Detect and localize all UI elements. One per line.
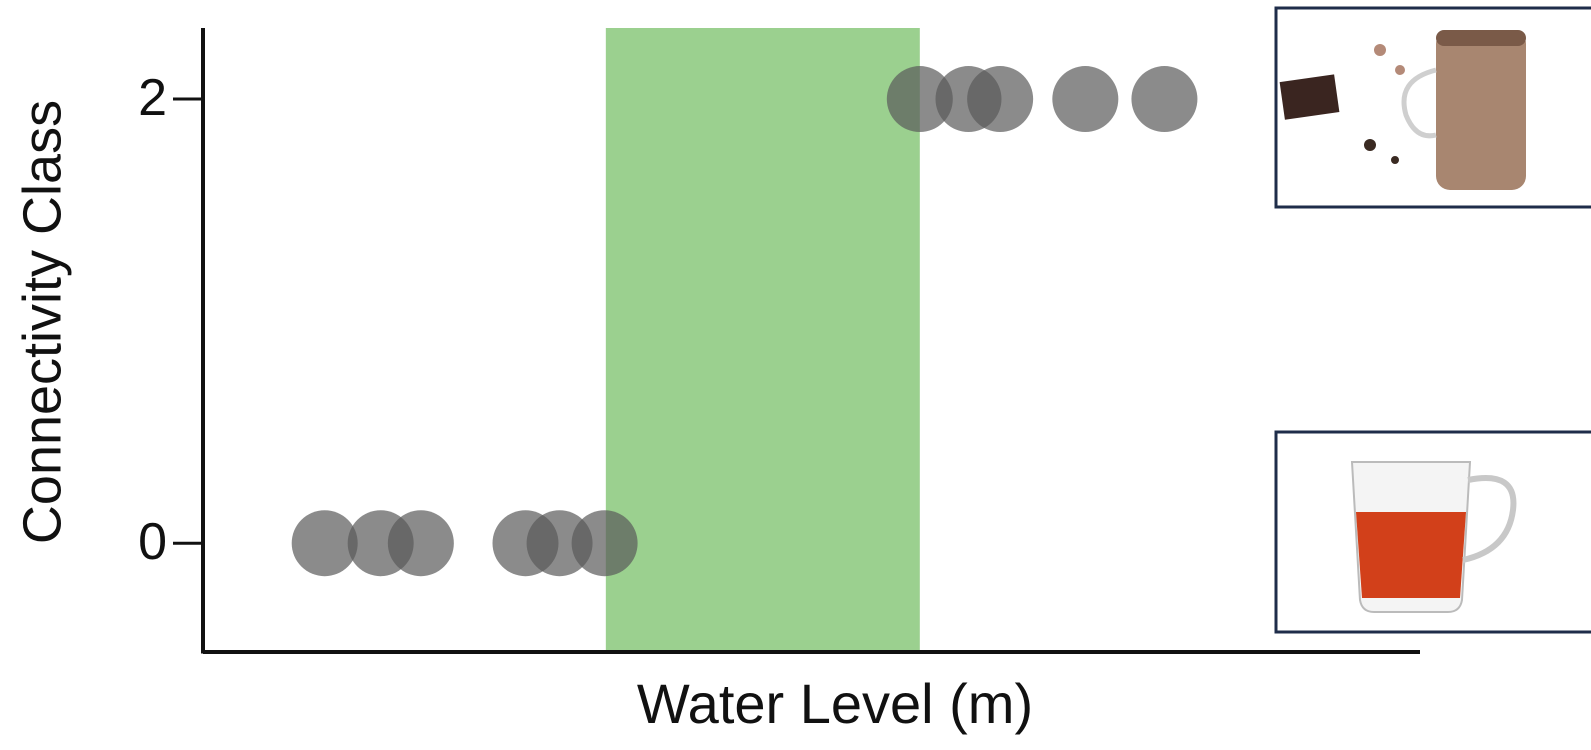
point	[572, 510, 638, 576]
point	[967, 66, 1033, 132]
mug	[1436, 30, 1526, 190]
plot-area: 02	[138, 28, 1420, 654]
shaded-region	[606, 28, 920, 652]
point	[1052, 66, 1118, 132]
cocoa-picture	[1276, 8, 1591, 207]
crumbs	[1364, 139, 1376, 151]
mug-top	[1436, 30, 1526, 46]
y-tick-label: 0	[138, 513, 167, 571]
x-axis-label: Water Level (m)	[637, 672, 1033, 735]
drop	[1374, 44, 1386, 56]
y-tick-label: 2	[138, 69, 167, 127]
tea	[1356, 512, 1466, 598]
drop	[1395, 65, 1405, 75]
page: {"chart_data": {"type": "scatter", "xlab…	[0, 0, 1591, 750]
crumbs	[1391, 156, 1399, 164]
tea-picture	[1276, 432, 1591, 632]
point	[388, 510, 454, 576]
point	[1131, 66, 1197, 132]
y-axis-label: Connectivity Class	[12, 100, 72, 544]
chocolate	[1280, 74, 1340, 119]
chart: 02 Water Level (m) Connectivity Class	[0, 0, 1591, 750]
